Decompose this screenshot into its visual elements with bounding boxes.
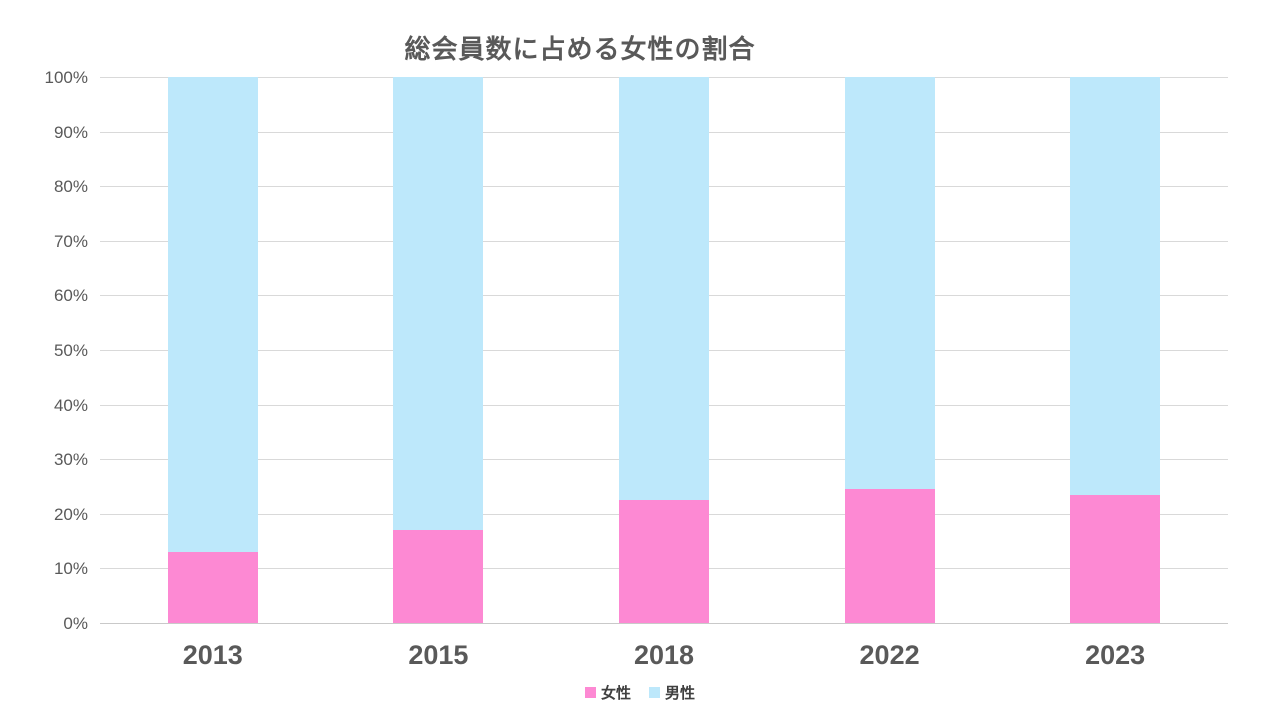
legend-swatch-female bbox=[584, 687, 596, 698]
legend: 女性 男性 bbox=[0, 682, 1280, 703]
stacked-bar-2018 bbox=[618, 77, 709, 623]
bar-slot-2018 bbox=[551, 77, 777, 623]
bar-slots bbox=[100, 77, 1228, 623]
x-axis-label-2015: 2015 bbox=[408, 640, 469, 670]
female-segment-2015 bbox=[393, 530, 484, 623]
female-segment-2018 bbox=[618, 499, 709, 623]
chart-title: 総会員数に占める女性の割合 bbox=[404, 34, 756, 64]
bar-slot-2015 bbox=[326, 77, 552, 623]
stacked-bar-2022 bbox=[844, 77, 935, 623]
legend-swatch-male bbox=[649, 687, 660, 698]
x-axis-label-2018: 2018 bbox=[633, 640, 695, 670]
plot-area bbox=[100, 77, 1228, 624]
y-axis-tick-label: 20% bbox=[53, 504, 88, 524]
y-axis-tick-label: 100% bbox=[44, 68, 88, 87]
y-axis-tick-label: 0% bbox=[63, 614, 88, 633]
x-axis-label-2013: 2013 bbox=[182, 640, 243, 670]
y-axis-tick-label: 50% bbox=[53, 341, 88, 360]
male-segment-2015 bbox=[393, 77, 484, 531]
legend-label: 女性 bbox=[600, 685, 631, 702]
bar-slot-2023 bbox=[1002, 77, 1228, 623]
y-axis-tick-label: 60% bbox=[53, 286, 88, 306]
legend-item-female: 女性 bbox=[584, 682, 631, 703]
y-axis-tick-label: 80% bbox=[53, 177, 88, 197]
bar-slot-2022 bbox=[777, 77, 1003, 623]
bar-slot-2013 bbox=[100, 77, 326, 623]
legend-item-male: 男性 bbox=[649, 682, 695, 703]
male-segment-2023 bbox=[1070, 77, 1161, 496]
y-axis-tick-label: 30% bbox=[53, 450, 88, 470]
y-axis-tick-label: 40% bbox=[53, 395, 88, 415]
male-segment-2018 bbox=[618, 77, 709, 500]
legend-label: 男性 bbox=[665, 685, 696, 702]
stacked-bar-2015 bbox=[393, 77, 484, 623]
x-axis-label-2022: 2022 bbox=[859, 640, 920, 670]
male-segment-2022 bbox=[844, 77, 935, 490]
x-axis-labels: 2013 2015 2018 2022 2023 bbox=[100, 640, 1228, 671]
y-axis-tick-label: 70% bbox=[53, 231, 88, 251]
y-axis-tick-label: 90% bbox=[53, 122, 88, 142]
stacked-bar-2013 bbox=[167, 77, 258, 623]
stacked-bar-2023 bbox=[1070, 77, 1161, 623]
x-axis-line bbox=[100, 623, 1228, 624]
female-segment-2023 bbox=[1070, 495, 1161, 623]
female-segment-2022 bbox=[844, 489, 935, 623]
x-axis-label-2023: 2023 bbox=[1085, 640, 1146, 670]
female-segment-2013 bbox=[167, 552, 258, 623]
y-axis-tick-label: 10% bbox=[53, 559, 88, 579]
male-segment-2013 bbox=[167, 77, 258, 553]
